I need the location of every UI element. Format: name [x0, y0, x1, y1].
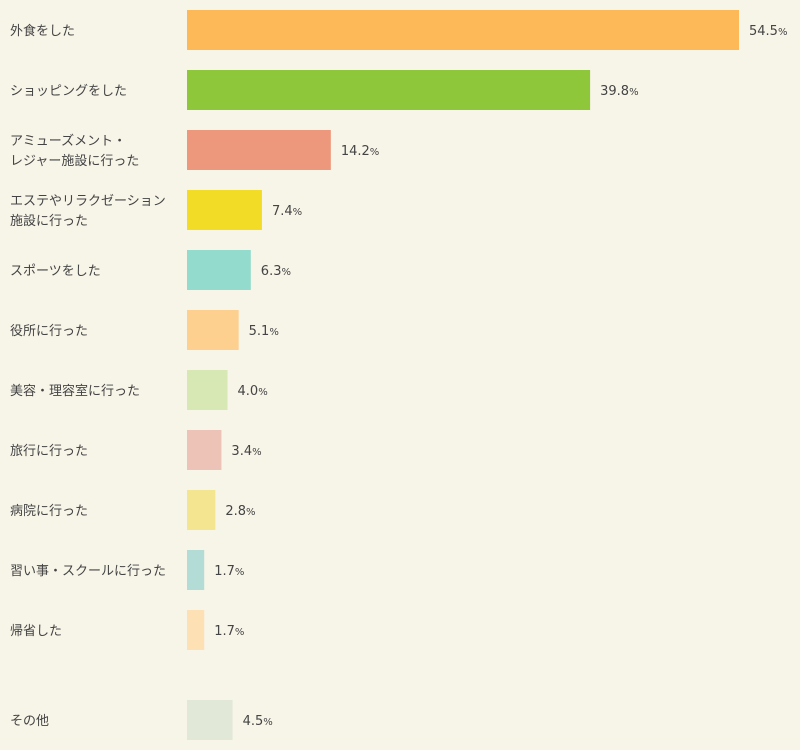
category-label: アミューズメント・レジャー施設に行った — [10, 133, 139, 169]
category-label: エステやリラクゼーション施設に行った — [10, 194, 166, 229]
category-label: 旅行に行った — [10, 444, 88, 459]
value-label: 5.1% — [249, 324, 279, 339]
value-label: 54.5% — [749, 24, 787, 39]
bar — [187, 10, 739, 50]
category-label: 習い事・スクールに行った — [10, 564, 166, 579]
value-label: 39.8% — [600, 84, 638, 99]
category-label: その他 — [10, 714, 49, 729]
bar — [187, 700, 233, 740]
value-label: 7.4% — [272, 204, 302, 219]
bar — [187, 130, 331, 170]
category-label: 帰省した — [10, 623, 62, 639]
bar — [187, 370, 228, 410]
value-label: 3.4% — [231, 444, 261, 459]
value-label: 4.0% — [238, 384, 268, 399]
category-label: スポーツをした — [10, 264, 101, 279]
bar — [187, 190, 262, 230]
value-label: 2.8% — [225, 504, 255, 519]
value-label: 4.5% — [243, 714, 273, 729]
category-label: 役所に行った — [10, 324, 88, 339]
value-label: 1.7% — [214, 564, 244, 579]
bar — [187, 610, 205, 650]
bar — [187, 70, 591, 110]
bar — [187, 310, 239, 350]
bar — [187, 550, 205, 590]
value-label: 14.2% — [341, 144, 379, 159]
bar — [187, 250, 251, 290]
bar — [187, 490, 216, 530]
bar — [187, 430, 222, 470]
category-label: 外食をした — [10, 23, 75, 39]
category-label: ショッピングをした — [10, 84, 127, 99]
category-label: 美容・理容室に行った — [10, 383, 140, 399]
category-label: 病院に行った — [10, 504, 88, 519]
value-label: 1.7% — [214, 624, 244, 639]
value-label: 6.3% — [261, 264, 291, 279]
